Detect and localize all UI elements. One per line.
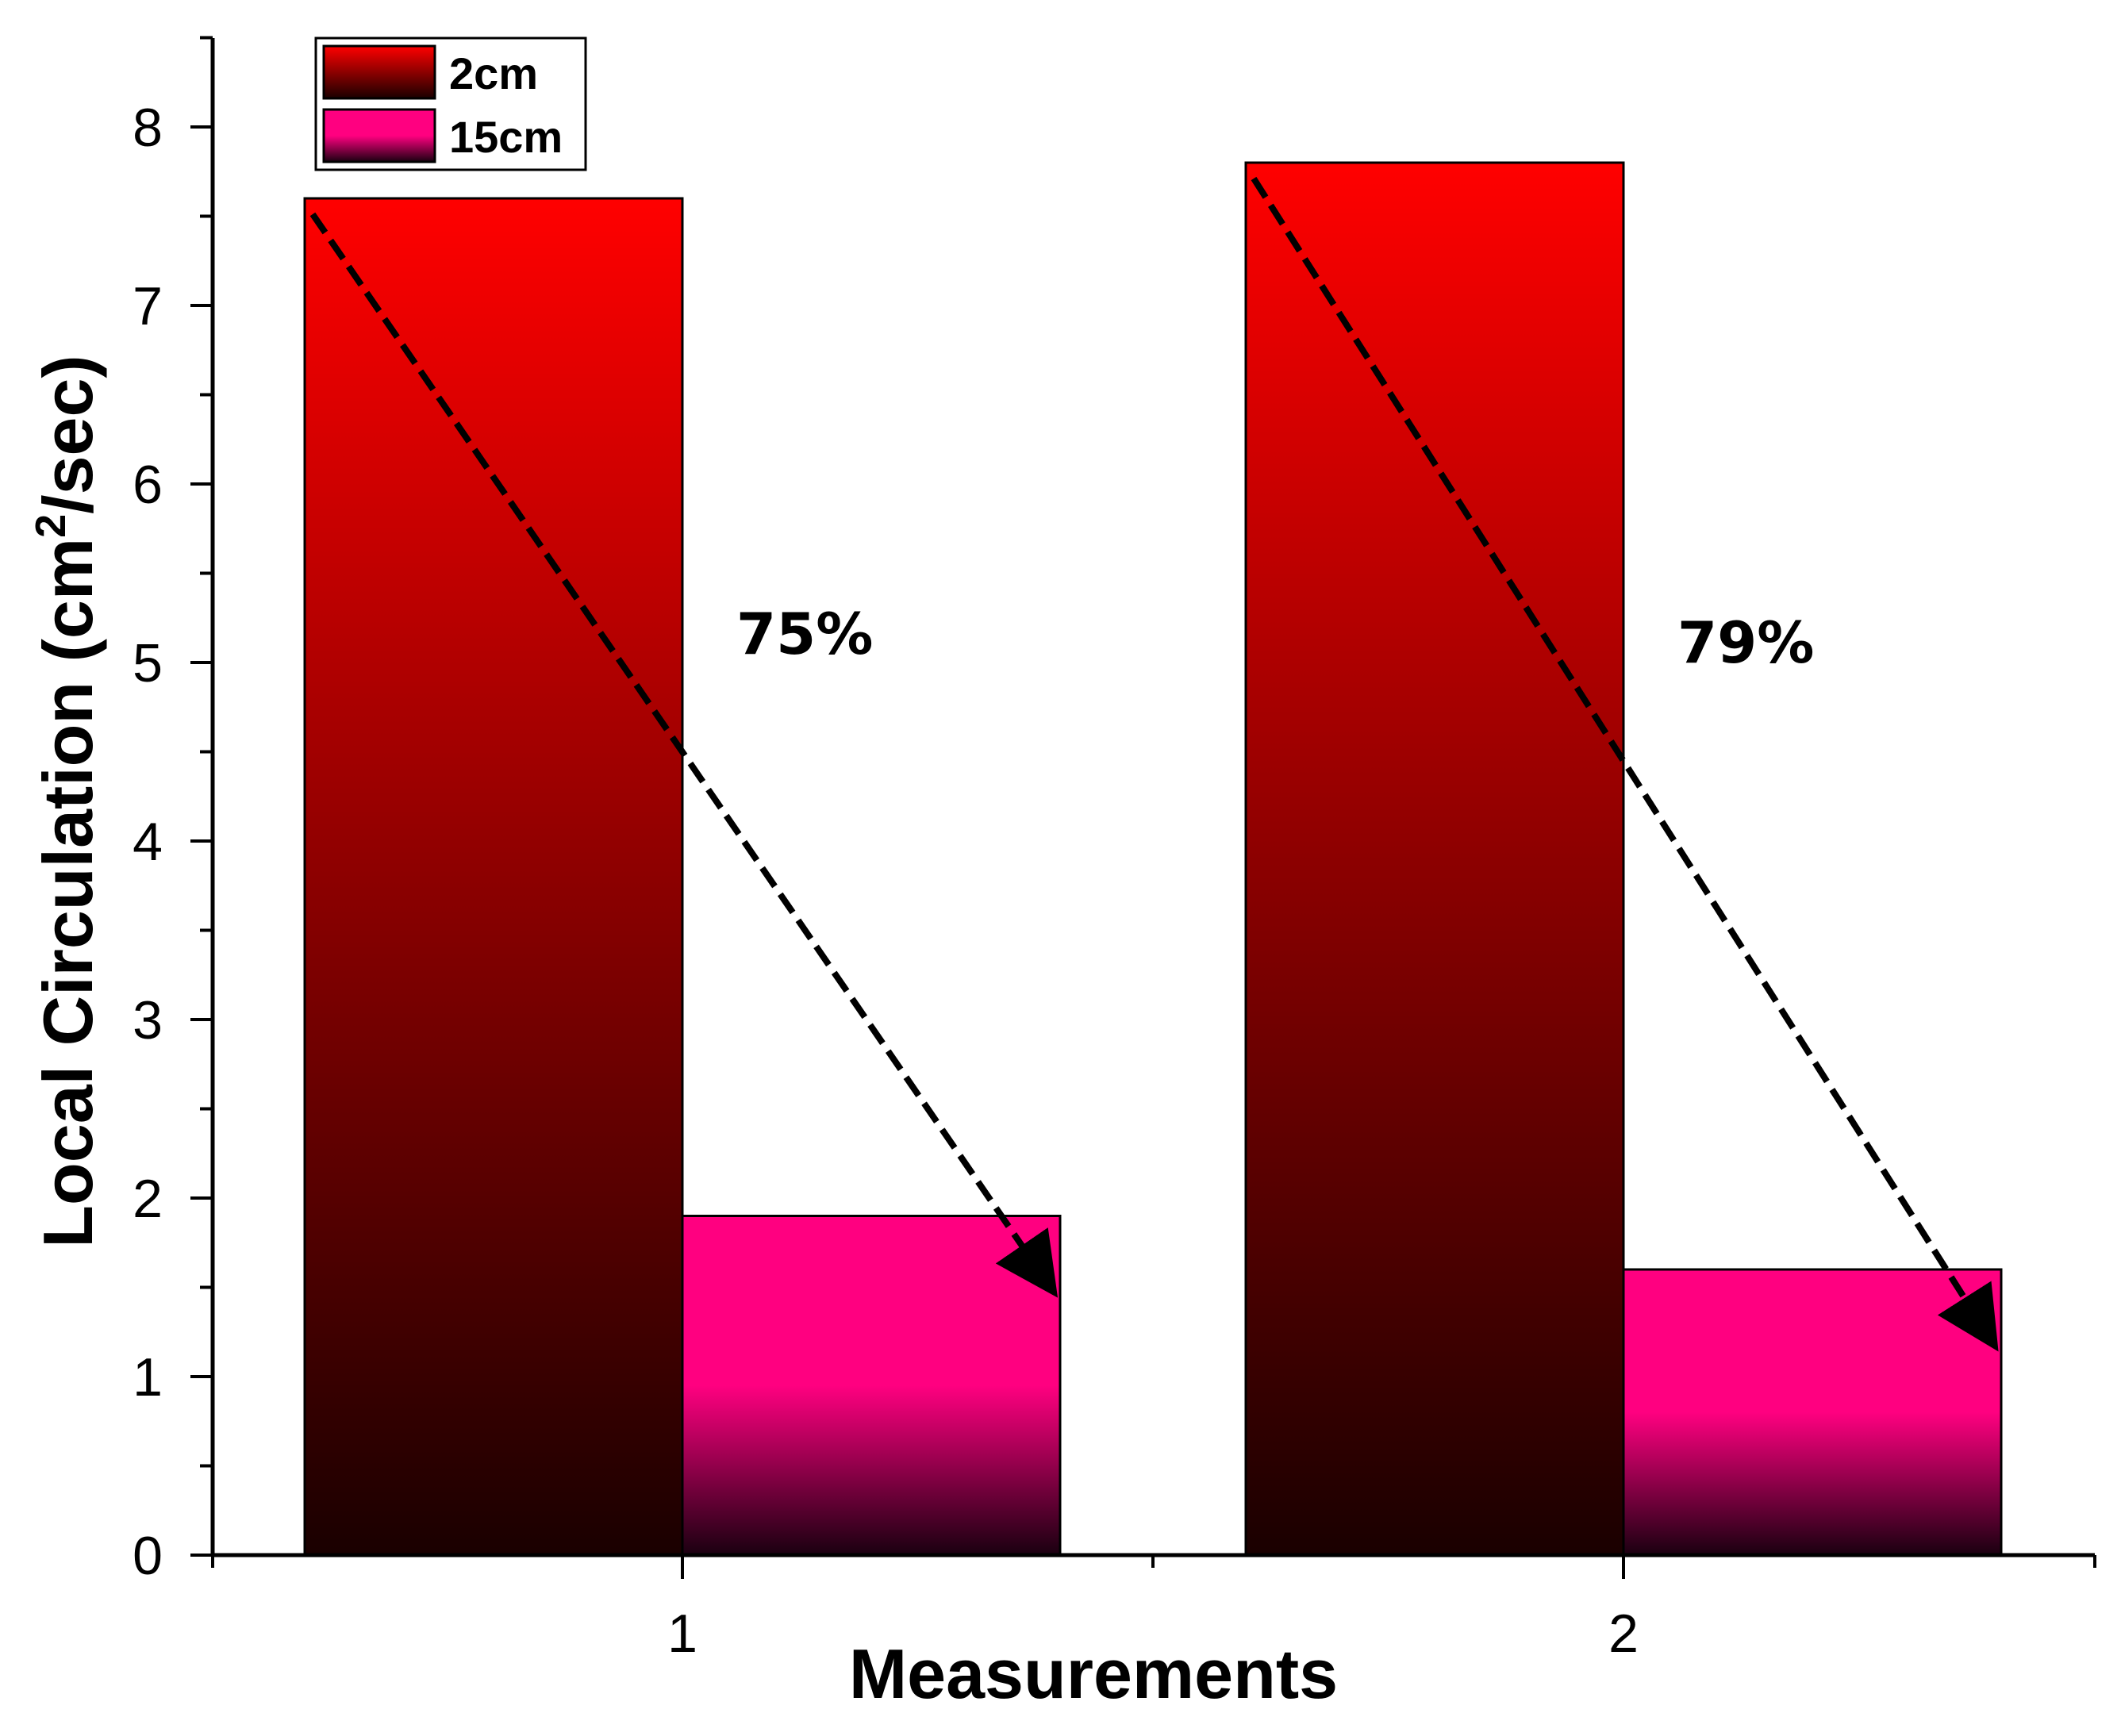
y-ticks: 0 1 2 3 4 5 6 7 8 <box>133 36 213 1586</box>
bars-layer <box>303 161 2003 1557</box>
y-tick-label-0: 0 <box>133 1526 163 1586</box>
x-tick-label-2: 2 <box>1608 1603 1639 1664</box>
y-axis-title-sup: 2 <box>27 514 75 538</box>
legend-label-2cm: 2cm <box>449 48 538 98</box>
reduction-label-1: 75% <box>736 601 873 667</box>
reduction-label-2: 79% <box>1677 609 1814 676</box>
reduction-arrow-1 <box>309 212 1059 1298</box>
y-tick-label-4: 4 <box>133 812 163 872</box>
y-tick-label-1: 1 <box>133 1347 163 1408</box>
legend-label-15cm: 15cm <box>449 112 563 162</box>
legend: 2cm 15cm <box>314 36 587 171</box>
annotation-layer: 75% 79% <box>309 176 1999 1352</box>
y-axis-title-main: Local Circulation (cm <box>29 538 107 1248</box>
legend-swatch-15cm <box>322 108 436 163</box>
bar-15cm-measurement-2 <box>1622 1268 2003 1557</box>
y-tick-label-2: 2 <box>133 1169 163 1229</box>
bar-15cm-measurement-1 <box>681 1215 1062 1557</box>
y-axis-title: Local Circulation (cm2/sec) <box>27 355 107 1247</box>
y-tick-label-3: 3 <box>133 990 163 1050</box>
y-axis-title-end: /sec) <box>29 355 107 514</box>
y-tick-label-5: 5 <box>133 633 163 693</box>
y-tick-label-7: 7 <box>133 276 163 336</box>
bar-2cm-measurement-1 <box>303 197 684 1557</box>
y-tick-label-6: 6 <box>133 455 163 515</box>
legend-swatch-2cm <box>322 44 436 100</box>
reduction-arrow-2 <box>1251 176 1999 1352</box>
y-tick-label-8: 8 <box>133 98 163 158</box>
x-tick-label-1: 1 <box>667 1603 697 1664</box>
bar-2cm-measurement-2 <box>1244 161 1625 1557</box>
x-axis-title: Measurements <box>849 1634 1338 1713</box>
